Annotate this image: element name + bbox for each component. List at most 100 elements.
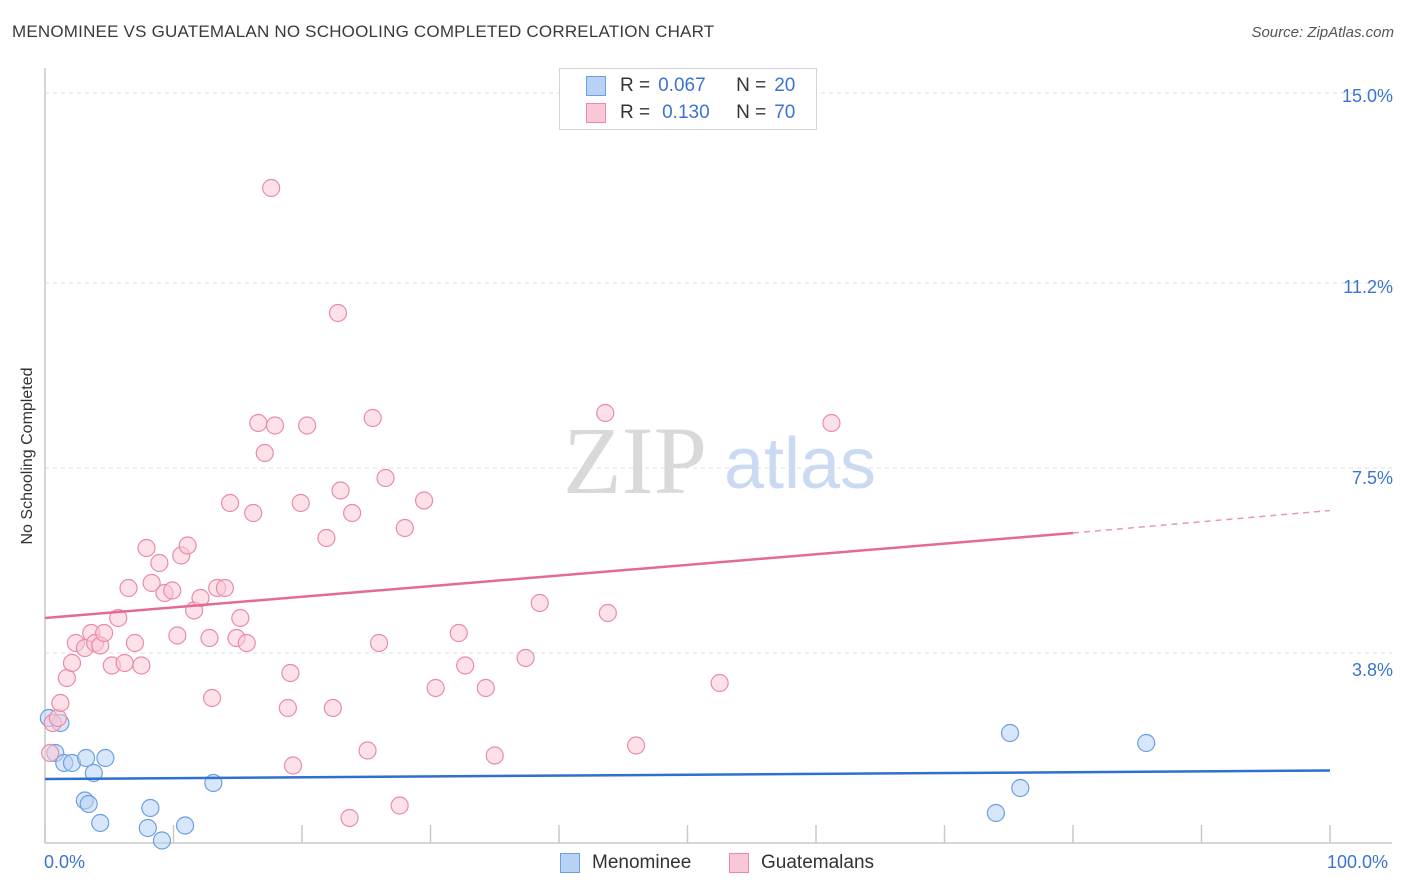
guatemalans-point	[202, 688, 222, 708]
series-legend: Menominee Guatemalans	[0, 852, 1406, 876]
guatemalans-point	[244, 503, 263, 523]
menominee-trend-line	[44, 769, 1331, 781]
guatemalans-point	[262, 178, 281, 198]
series-legend-menominee[interactable]: Menominee	[560, 852, 691, 874]
series-legend-guatemalans[interactable]: Guatemalans	[729, 852, 874, 874]
guatemalans-trend-extension	[1072, 509, 1331, 534]
guatemalans-point	[376, 468, 395, 488]
legend-row-menominee: R = 0.067 N = 20	[560, 73, 795, 99]
guatemalans-point	[132, 656, 151, 675]
series-swatch-guatemalans	[729, 853, 749, 873]
menominee-point	[141, 798, 160, 818]
guatemalans-point	[291, 493, 310, 513]
guatemalans-point	[115, 653, 134, 673]
legend-r-label: R =	[620, 102, 651, 123]
legend-r-value: 0.130	[662, 102, 710, 123]
points-layer	[39, 178, 1156, 850]
menominee-point	[1011, 778, 1030, 798]
grid-layer	[45, 92, 1392, 654]
menominee-point	[175, 816, 195, 835]
menominee-point	[1000, 723, 1020, 743]
source-label: Source: ZipAtlas.com	[1251, 24, 1394, 41]
legend-n-label: N =	[736, 102, 767, 123]
guatemalans-point	[51, 693, 70, 713]
guatemalans-point	[163, 581, 182, 600]
menominee-point	[138, 818, 157, 838]
guatemalans-point	[390, 796, 409, 815]
menominee-point	[152, 831, 172, 850]
guatemalans-point	[530, 593, 549, 613]
legend-r-label: R =	[620, 75, 651, 96]
guatemalans-point	[200, 628, 219, 648]
guatemalans-point	[278, 698, 297, 718]
guatemalans-point	[395, 518, 414, 538]
guatemalans-point	[168, 626, 187, 645]
guatemalans-point	[456, 656, 475, 675]
guatemalans-point	[178, 536, 197, 555]
axis-layer	[44, 68, 1392, 844]
series-label-menominee: Menominee	[592, 852, 692, 873]
guatemalans-point	[485, 746, 504, 765]
guatemalans-point	[317, 528, 336, 548]
legend-swatch-menominee	[586, 76, 606, 96]
guatemalans-point	[414, 491, 434, 510]
menominee-point	[1137, 733, 1156, 753]
guatemalans-point	[95, 623, 114, 643]
legend-n-label: N =	[736, 75, 767, 96]
guatemalans-point	[340, 808, 359, 828]
guatemalans-point	[358, 741, 377, 760]
x-tick-label-max: 100.0%	[1327, 852, 1389, 872]
guatemalans-point	[426, 678, 445, 698]
y-tick-label-7-5: 7.5%	[1351, 468, 1393, 488]
series-swatch-menominee	[560, 853, 580, 873]
menominee-point	[986, 803, 1006, 823]
legend-swatch-guatemalans	[586, 103, 606, 123]
guatemalans-point	[343, 503, 362, 523]
menominee-point	[96, 748, 115, 768]
guatemalans-point	[48, 708, 67, 728]
guatemalans-point	[255, 443, 274, 463]
guatemalans-point	[596, 403, 615, 423]
guatemalans-point	[220, 493, 240, 513]
guatemalans-point	[137, 538, 156, 558]
menominee-point	[91, 813, 110, 833]
guatemalans-point	[476, 678, 495, 698]
guatemalans-point	[516, 648, 535, 668]
legend-n-value: 20	[774, 75, 796, 96]
y-tick-label-11-2: 11.2%	[1343, 277, 1393, 297]
x-tick-label-min: 0.0%	[44, 852, 86, 872]
chart-title: MENOMINEE VS GUATEMALAN NO SCHOOLING COM…	[12, 22, 715, 41]
guatemalans-point	[281, 663, 300, 683]
guatemalans-point	[125, 633, 145, 653]
trend-layer	[44, 509, 1331, 781]
guatemalans-point	[150, 553, 169, 573]
legend-n-value: 70	[774, 102, 796, 123]
watermark-atlas: atlas	[724, 424, 876, 504]
guatemalans-point	[109, 608, 128, 628]
guatemalans-point	[237, 633, 256, 653]
correlation-legend: R = 0.067 N = 20 R = 0.130 N = 70	[559, 68, 817, 130]
series-label-guatemalans: Guatemalans	[761, 852, 875, 873]
menominee-point	[84, 763, 103, 783]
y-tick-label-3-8: 3.8%	[1351, 660, 1393, 680]
guatemalans-point	[323, 698, 342, 718]
guatemalans-point	[822, 413, 841, 433]
guatemalans-point	[328, 303, 348, 323]
menominee-point	[77, 748, 96, 768]
guatemalans-point	[710, 673, 729, 693]
guatemalans-point	[370, 633, 389, 653]
guatemalans-point	[249, 413, 268, 433]
guatemalans-point	[231, 608, 250, 628]
guatemalans-point	[215, 578, 234, 598]
guatemalans-point	[331, 481, 350, 500]
y-tick-label-15-0: 15.0%	[1341, 86, 1393, 106]
legend-r-value: 0.067	[658, 75, 706, 96]
guatemalans-point	[119, 578, 138, 598]
legend-row-guatemalans: R = 0.130 N = 70	[560, 100, 795, 126]
menominee-point	[79, 794, 98, 814]
guatemalans-point	[191, 588, 210, 608]
guatemalans-point	[41, 743, 60, 763]
guatemalans-trend-line	[44, 531, 1074, 620]
guatemalans-point	[449, 623, 468, 643]
